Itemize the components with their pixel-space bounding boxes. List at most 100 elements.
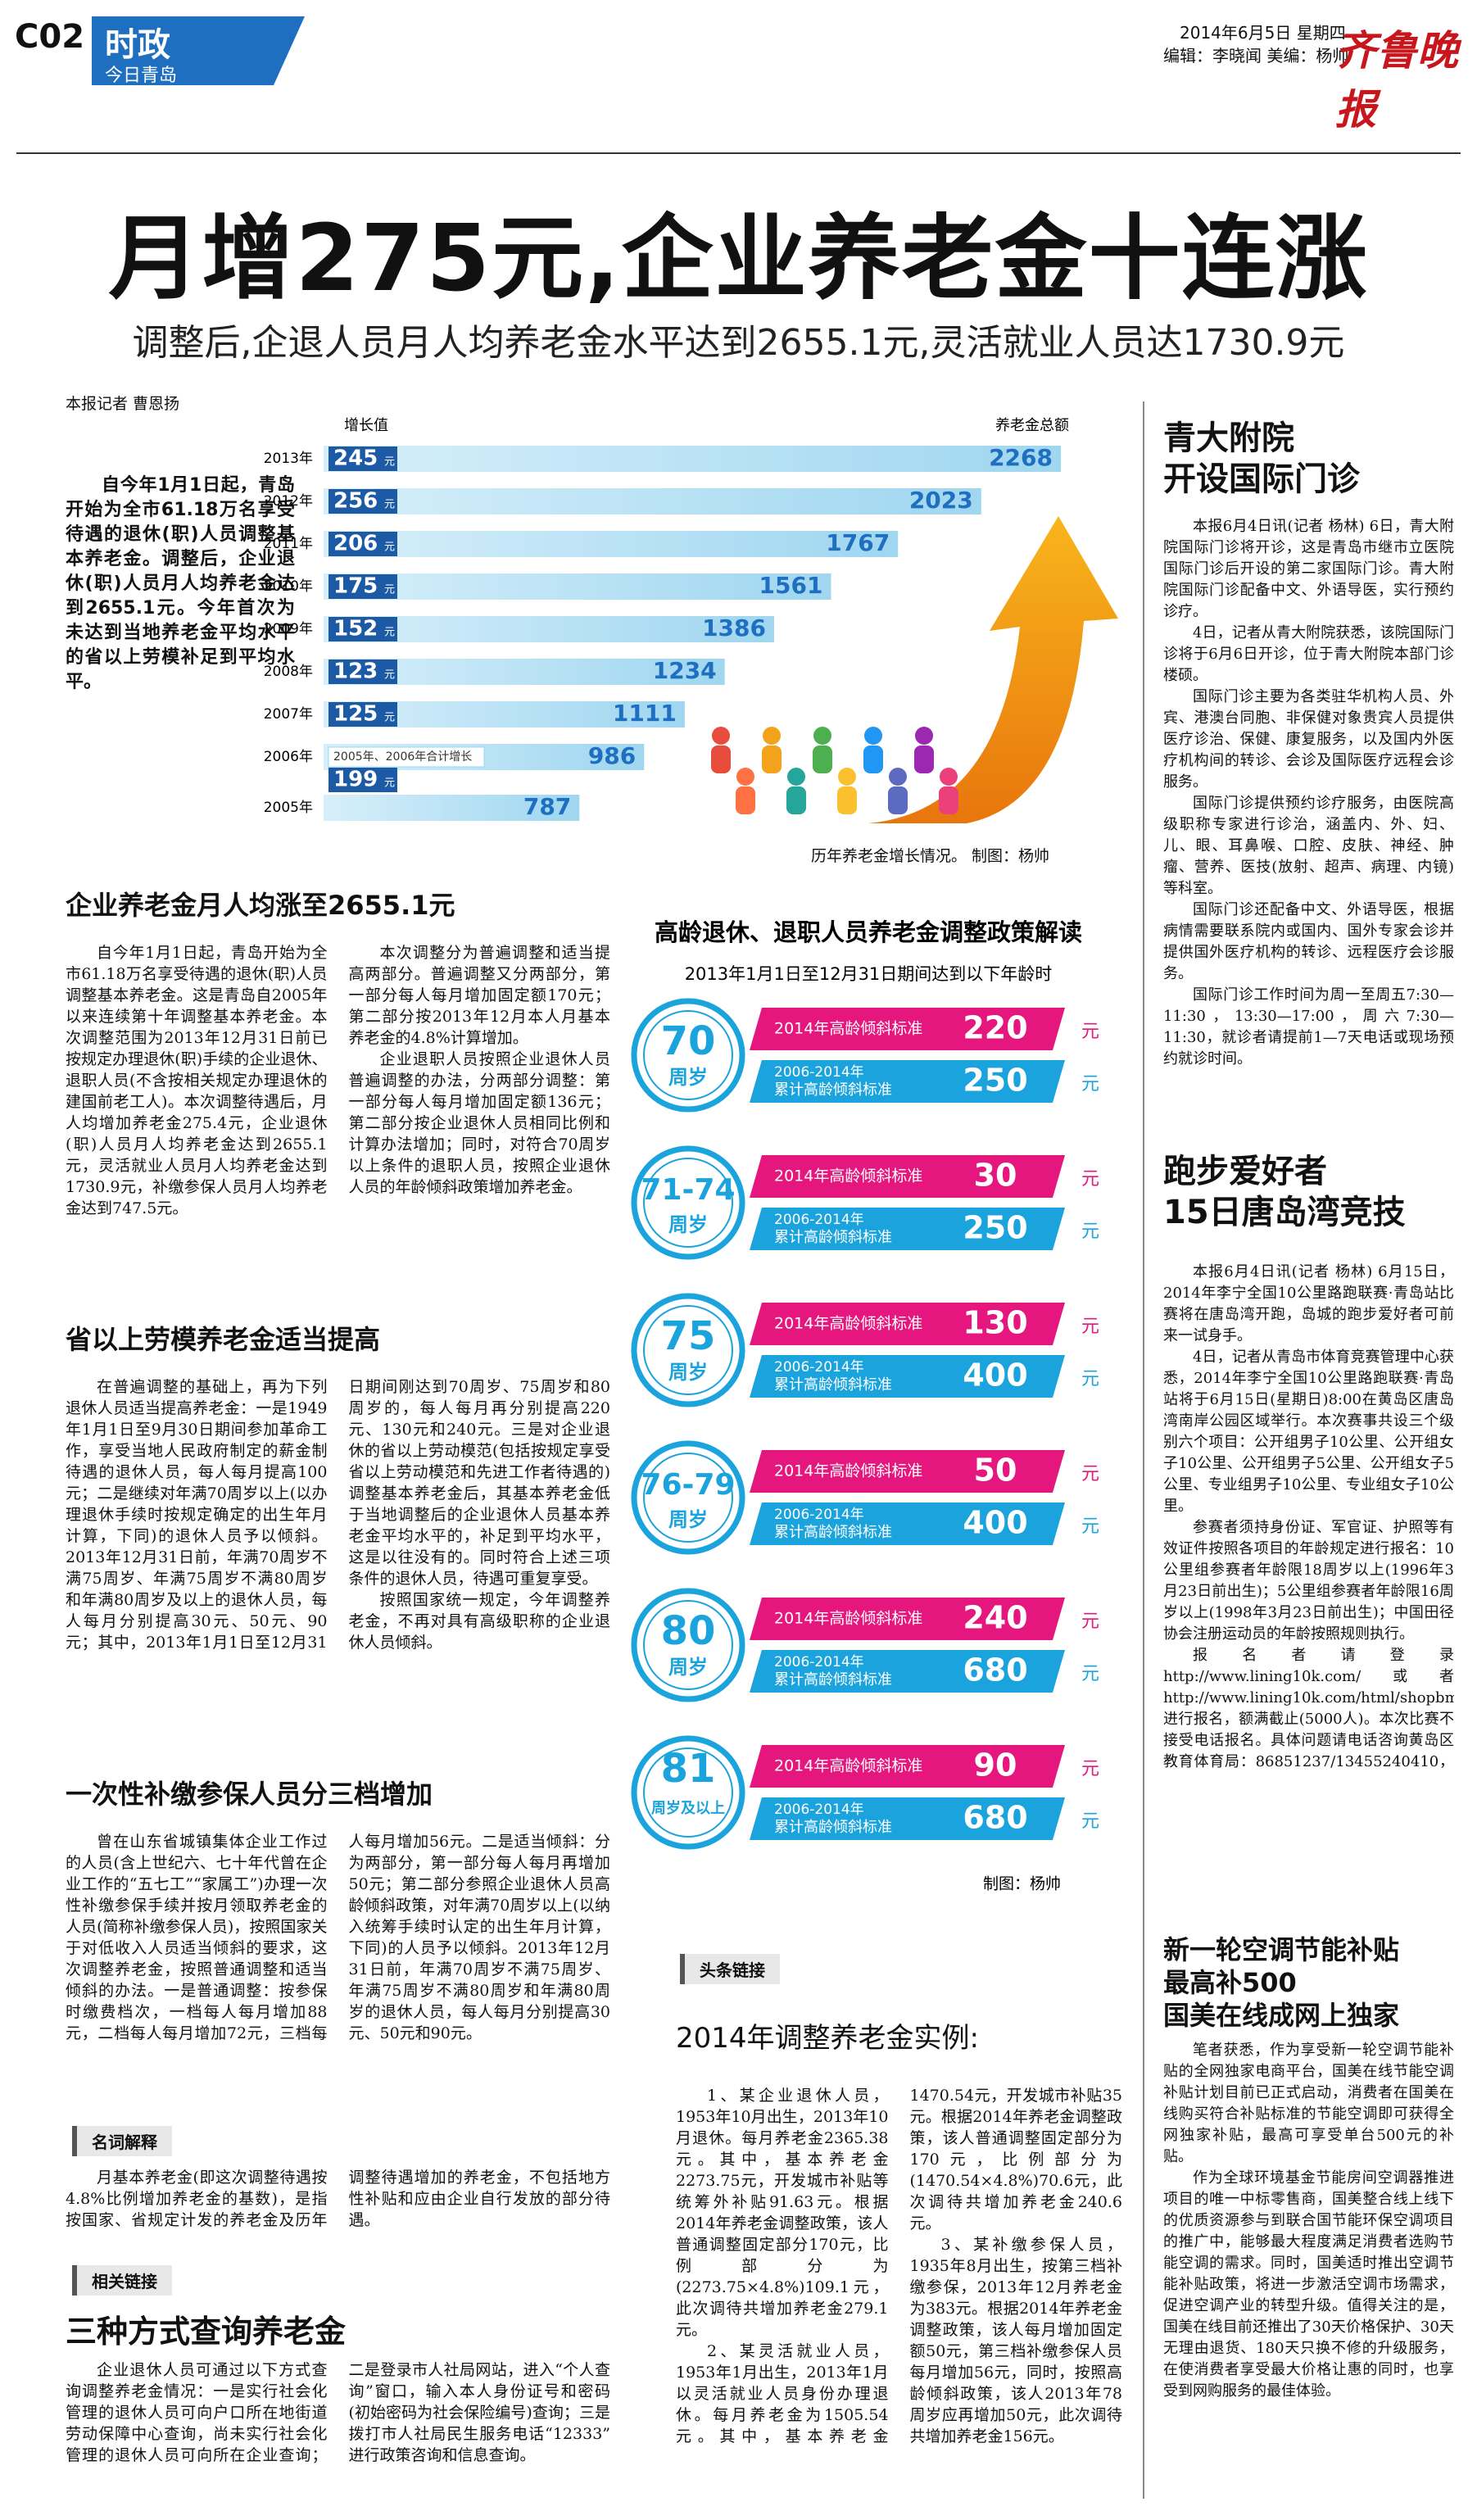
total-label: 986 bbox=[588, 742, 636, 769]
growth-box bbox=[328, 702, 397, 727]
age-badge-ring bbox=[643, 1747, 733, 1838]
lead: 自今年1月1日起，青岛开始为全市61.18万名享受待遇的退休(职)人员调整基本养… bbox=[66, 475, 295, 692]
growth-box bbox=[328, 574, 397, 599]
article-heading: 三种方式查询养老金 bbox=[66, 2314, 347, 2350]
cumulative-label: 累计高龄倾斜标准 bbox=[774, 1819, 892, 1836]
total-label: 1386 bbox=[702, 614, 766, 641]
paragraph: 国际门诊工作时间为周一至周五7:30—11:30，13:30—17:00，周六7… bbox=[1163, 986, 1454, 1067]
graphic-caption: 制图：杨帅 bbox=[983, 1875, 1061, 1893]
year-label: 2008年 bbox=[264, 664, 313, 680]
cumulative-label: 2006-2014年 bbox=[774, 1507, 864, 1523]
age: 80 bbox=[661, 1608, 716, 1654]
growth-box bbox=[328, 617, 397, 641]
growth-label: 256 bbox=[333, 489, 378, 514]
heading-line: 15日唐岛湾竞技 bbox=[1163, 1194, 1406, 1231]
current-value: 30 bbox=[974, 1158, 1017, 1194]
year-label: 2006年 bbox=[264, 749, 313, 765]
age-badge bbox=[631, 998, 745, 1113]
age: 76-79 bbox=[641, 1468, 735, 1502]
paragraph: 企业退职人员按照企业退休人员普遍调整的办法，分两部分调整：第一部分每人每月增加固… bbox=[348, 1050, 611, 1196]
unit: 元 bbox=[1081, 1464, 1099, 1484]
page-number: C02 bbox=[15, 18, 85, 56]
article-body: 自今年1月1日起，青岛开始为全市61.18万名享受待遇的退休(职)人员调整基本养… bbox=[66, 942, 610, 1311]
person-decoration bbox=[786, 786, 806, 814]
current-label: 2014年高龄倾斜标准 bbox=[774, 1610, 922, 1628]
bar bbox=[324, 531, 899, 557]
heading-line: 新一轮空调节能补贴 bbox=[1163, 1934, 1400, 1965]
sidebar-heading: 青大附院 开设国际门诊 bbox=[1163, 418, 1360, 500]
person-decoration bbox=[940, 768, 958, 786]
cumulative-bar bbox=[750, 1208, 1065, 1250]
unit: 元 bbox=[1081, 1611, 1099, 1632]
cumulative-label: 2006-2014年 bbox=[774, 1654, 864, 1670]
paragraph: 曾在山东省城镇集体企业工作过的人员(含上世纪六、七十年代曾在企业工作的“五七工”… bbox=[66, 1833, 610, 2042]
cumulative-value: 250 bbox=[963, 1210, 1027, 1246]
paper-name: 齐鲁晚报 bbox=[1335, 26, 1458, 134]
growth-label: 123 bbox=[333, 659, 378, 684]
current-bar bbox=[750, 1303, 1065, 1345]
cumulative-label: 2006-2014年 bbox=[774, 1359, 864, 1376]
current-value: 90 bbox=[974, 1747, 1017, 1783]
paragraph: 2、某灵活就业人员，1953年1月出生，2013年1月以灵活就业人员身份办理退休… bbox=[676, 2087, 1122, 2445]
current-bar bbox=[750, 1155, 1065, 1198]
heading-line: 青大附院 bbox=[1163, 419, 1294, 457]
year-label: 2010年 bbox=[264, 578, 313, 595]
unit: 元 bbox=[1081, 1759, 1099, 1779]
paragraph: 1、某企业退休人员，1953年10月出生，2013年10月退休。每月养老金236… bbox=[676, 2087, 889, 2339]
age-badge bbox=[631, 1293, 745, 1407]
current-bar bbox=[750, 1745, 1065, 1788]
cumulative-value: 250 bbox=[963, 1063, 1027, 1099]
paragraph: 本报6月4日讯(记者 杨林) 6月15日，2014年李宁全国10公里路跑联赛·青… bbox=[1163, 1263, 1454, 1344]
current-value: 240 bbox=[963, 1600, 1027, 1636]
article-heading: 省以上劳模养老金适当提高 bbox=[66, 1324, 381, 1355]
current-value: 50 bbox=[974, 1453, 1017, 1489]
current-bar bbox=[750, 1008, 1065, 1050]
growth-label: 175 bbox=[333, 574, 378, 599]
cumulative-value: 400 bbox=[963, 1357, 1027, 1394]
paragraph: 报名者请登录http://www.lining10k.com/或者http://… bbox=[1163, 1647, 1454, 1770]
note: 2005年、2006年合计增长 bbox=[333, 750, 472, 764]
paragraph: 本次调整分为普遍调整和适当提高两部分。普遍调整又分两部分，第一部分每人每月增加固… bbox=[348, 944, 611, 1047]
heading-line: 开设国际门诊 bbox=[1163, 460, 1360, 498]
age: 75 bbox=[661, 1313, 716, 1359]
age-unit: 周岁及以上 bbox=[651, 1799, 725, 1817]
growth-box bbox=[328, 768, 397, 792]
unit: 元 bbox=[1081, 1169, 1099, 1190]
cumulative-value: 400 bbox=[963, 1505, 1027, 1541]
paragraph: 参赛者须持身份证、军官证、护照等有效证件按照各项目的年龄规定进行报名：10公里组… bbox=[1163, 1519, 1454, 1643]
growth-box bbox=[328, 446, 397, 471]
sidebar-heading: 跑步爱好者 15日唐岛湾竞技 bbox=[1163, 1151, 1406, 1233]
unit: 元 bbox=[1081, 1811, 1099, 1832]
cumulative-value: 680 bbox=[963, 1800, 1027, 1836]
cumulative-bar bbox=[750, 1650, 1065, 1693]
person-decoration bbox=[915, 727, 933, 745]
bar bbox=[324, 446, 1061, 472]
current-label: 2014年高龄倾斜标准 bbox=[774, 1167, 922, 1185]
growth-unit: 元 bbox=[384, 627, 395, 639]
unit: 元 bbox=[1081, 1369, 1099, 1389]
cumulative-label: 2006-2014年 bbox=[774, 1212, 864, 1228]
person-decoration bbox=[863, 746, 883, 773]
person-decoration bbox=[864, 727, 882, 745]
article-body: 本报6月4日讯(记者 杨林) 6日，青大附院国际门诊将开诊，这是青岛市继市立医院… bbox=[1163, 516, 1454, 1122]
section-banner bbox=[92, 16, 305, 85]
age-badge-ring bbox=[643, 1158, 733, 1248]
unit: 元 bbox=[1081, 1516, 1099, 1537]
unit: 元 bbox=[1081, 1221, 1099, 1242]
growth-unit: 元 bbox=[384, 456, 395, 469]
age-badge-ring bbox=[643, 1453, 733, 1543]
cumulative-bar bbox=[750, 1355, 1065, 1398]
age-badge-ring bbox=[643, 1010, 733, 1100]
article-body: 在普遍调整的基础上，再为下列退休人员适当提高养老金：一是1949年1月1日至9月… bbox=[66, 1376, 610, 1761]
section-tag: 名词解释 bbox=[72, 2126, 172, 2156]
total-label: 1234 bbox=[653, 657, 717, 684]
cumulative-bar bbox=[750, 1502, 1065, 1545]
arrow-decoration bbox=[868, 516, 1118, 823]
cumulative-bar bbox=[750, 1797, 1065, 1840]
byline: 本报记者 曹恩扬 bbox=[66, 395, 180, 413]
paragraph: 自今年1月1日起，青岛开始为全市61.18万名享受待遇的退休(职)人员调整基本养… bbox=[66, 944, 328, 1217]
age-unit: 周岁 bbox=[668, 1656, 708, 1679]
current-bar bbox=[750, 1598, 1065, 1640]
year-label: 2012年 bbox=[264, 493, 313, 510]
article-body: 本报6月4日讯(记者 杨林) 6月15日，2014年李宁全国10公里路跑联赛·青… bbox=[1163, 1262, 1454, 1770]
